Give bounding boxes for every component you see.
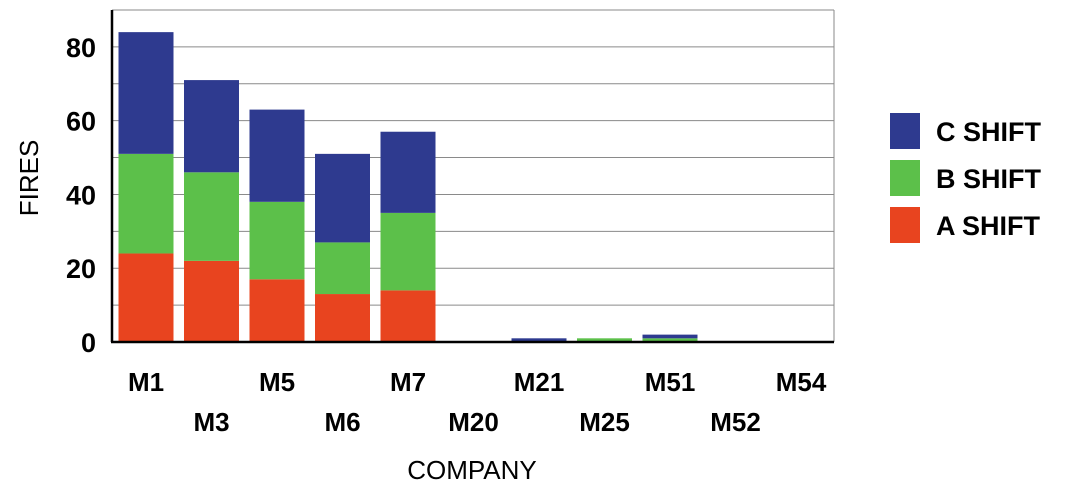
bar-M6-b-shift	[315, 242, 370, 295]
bar-M21-c-shift	[511, 338, 567, 342]
legend-swatch-c-shift	[890, 113, 920, 149]
legend-swatch-a-shift	[890, 207, 920, 243]
bar-M5-c-shift	[249, 109, 305, 202]
x-axis-label: COMPANY	[407, 455, 537, 485]
legend-swatch-b-shift	[890, 160, 920, 196]
x-tick-label-M54: M54	[776, 367, 827, 397]
x-tick-label-M25: M25	[579, 407, 630, 437]
legend-label-c-shift: C SHIFT	[936, 117, 1042, 147]
bar-M51-b-shift	[642, 338, 698, 342]
x-tick-label-M51: M51	[645, 367, 696, 397]
bar-M1-b-shift	[118, 153, 174, 254]
bar-M1-a-shift	[118, 253, 174, 342]
y-axis-label: FIRES	[14, 140, 44, 217]
x-tick-label-M20: M20	[448, 407, 499, 437]
bar-M1-c-shift	[118, 32, 174, 154]
bar-M3-c-shift	[184, 80, 239, 173]
x-tick-label-M52: M52	[710, 407, 761, 437]
bar-M7-a-shift	[380, 290, 436, 342]
x-tick-label-M7: M7	[390, 367, 426, 397]
legend-label-b-shift: B SHIFT	[936, 164, 1042, 194]
y-tick-label-0: 0	[81, 328, 96, 358]
x-tick-label-M3: M3	[193, 407, 229, 437]
y-tick-label-20: 20	[66, 254, 96, 284]
bar-M6-c-shift	[315, 153, 370, 243]
legend: C SHIFT B SHIFT A SHIFT	[890, 113, 1042, 243]
y-tick-label-40: 40	[66, 180, 96, 210]
x-tick-label-M21: M21	[514, 367, 565, 397]
bar-M5-b-shift	[249, 201, 305, 280]
y-tick-labels: 0 20 40 60 80	[66, 33, 96, 358]
bar-M7-b-shift	[380, 212, 436, 291]
y-tick-label-80: 80	[66, 33, 96, 63]
x-tick-label-M6: M6	[324, 407, 360, 437]
y-tick-label-60: 60	[66, 107, 96, 137]
bars	[118, 32, 698, 342]
x-tick-labels: M1 M3 M5 M6 M7 M20 M21 M25 M51 M52 M54	[128, 367, 827, 437]
bar-M25-b-shift	[577, 338, 632, 342]
legend-label-a-shift: A SHIFT	[936, 211, 1040, 241]
x-tick-label-M5: M5	[259, 367, 295, 397]
bar-M3-a-shift	[184, 260, 239, 342]
bar-M51-c-shift	[642, 334, 698, 339]
bar-M7-c-shift	[380, 131, 436, 213]
axes	[110, 10, 834, 344]
bar-M6-a-shift	[315, 294, 370, 342]
bar-M3-b-shift	[184, 172, 239, 261]
bar-M5-a-shift	[249, 279, 305, 342]
x-tick-label-M1: M1	[128, 367, 164, 397]
